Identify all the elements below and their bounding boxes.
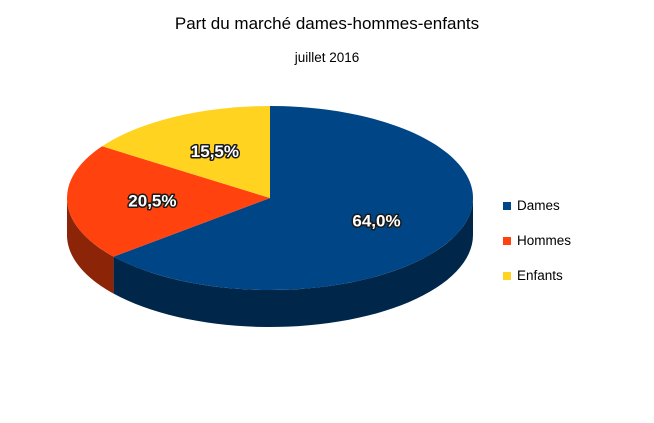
legend-item-dames: Dames [503,197,571,214]
pie-side-hommes [67,198,114,294]
chart-subtitle: juillet 2016 [294,50,360,65]
legend-item-enfants: Enfants [503,267,571,284]
legend: Dames Hommes Enfants [503,197,571,302]
pie-labels: 64,0% 20,5% 15,5% [127,140,402,232]
legend-label-hommes: Hommes [517,233,572,248]
legend-item-hommes: Hommes [503,232,571,249]
pie-tops [67,106,474,290]
chart-title: Part du marché dames-hommes-enfants [174,14,480,33]
pie-slice-enfants [102,106,270,198]
legend-swatch-hommes [503,236,511,245]
legend-label-dames: Dames [517,198,560,213]
slice-label-enfants: 15,5% [191,142,239,161]
pie-slice-dames [113,106,474,290]
pie-slice-hommes [67,146,270,257]
pie-sides [67,198,473,327]
slice-label-dames: 64,0% [352,212,400,231]
legend-label-enfants: Enfants [517,268,563,283]
pie-side-dames [113,198,473,327]
slice-label-hommes: 20,5% [128,192,176,211]
legend-swatch-dames [503,201,511,210]
legend-swatch-enfants [503,271,511,280]
